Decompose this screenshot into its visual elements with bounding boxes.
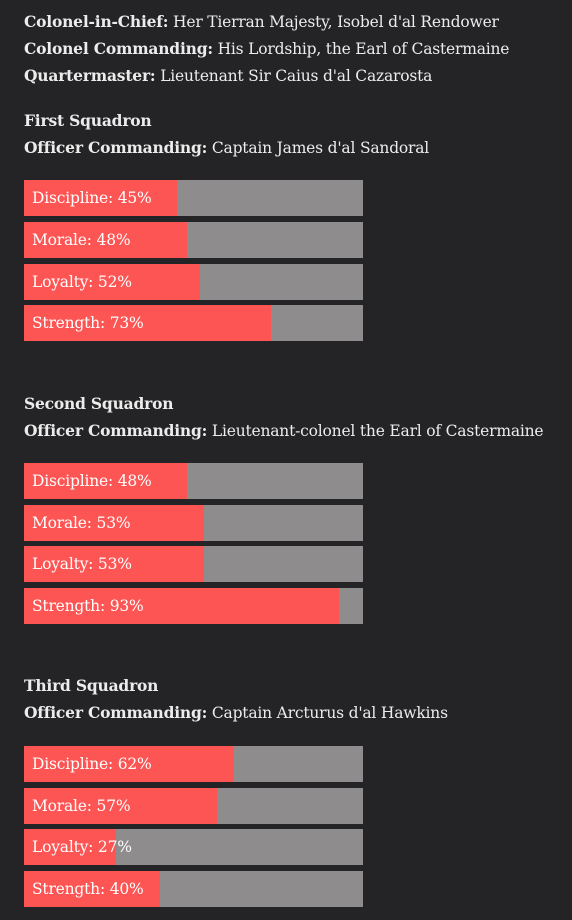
- officer-commanding-line: Officer Commanding: Captain Arcturus d'a…: [24, 703, 448, 723]
- strength-bar: Strength: 93%: [24, 588, 363, 624]
- quartermaster-value: Lieutenant Sir Caius d'al Cazarosta: [160, 67, 433, 85]
- loyalty-bar: Loyalty: 27%: [24, 829, 363, 865]
- colonel-in-chief-value: Her Tierran Majesty, Isobel d'al Rendowe…: [173, 13, 499, 31]
- loyalty-bar: Loyalty: 53%: [24, 546, 363, 582]
- quartermaster-label: Quartermaster:: [24, 66, 156, 85]
- officer-commanding-line: Officer Commanding: Lieutenant-colonel t…: [24, 421, 544, 441]
- loyalty-bar: Loyalty: 52%: [24, 264, 363, 300]
- officer-commanding-value: Captain James d'al Sandoral: [211, 139, 430, 157]
- morale-bar-fill: [24, 505, 204, 541]
- morale-bar-label: Morale: 57%: [32, 797, 131, 815]
- discipline-bar: Discipline: 62%: [24, 746, 363, 782]
- loyalty-bar-fill: [24, 264, 201, 300]
- strength-bar-fill: [24, 305, 272, 341]
- morale-bar: Morale: 48%: [24, 222, 363, 258]
- strength-bar-label: Strength: 40%: [32, 880, 144, 898]
- strength-bar: Strength: 73%: [24, 305, 363, 341]
- loyalty-bar-label: Loyalty: 53%: [32, 555, 132, 573]
- strength-bar-label: Strength: 73%: [32, 314, 144, 332]
- loyalty-bar-label: Loyalty: 27%: [32, 838, 132, 856]
- officer-commanding-line: Officer Commanding: Captain James d'al S…: [24, 138, 429, 158]
- morale-bar: Morale: 57%: [24, 788, 363, 824]
- discipline-bar-label: Discipline: 62%: [32, 755, 152, 773]
- colonel-commanding-value: His Lordship, the Earl of Castermaine: [217, 40, 510, 58]
- strength-bar-fill: [24, 871, 160, 907]
- officer-commanding-value: Lieutenant-colonel the Earl of Castermai…: [211, 422, 544, 440]
- colonel-in-chief-line: Colonel-in-Chief: Her Tierran Majesty, I…: [24, 12, 499, 32]
- squadron-title: First Squadron: [24, 111, 152, 130]
- morale-bar: Morale: 53%: [24, 505, 363, 541]
- loyalty-bar-label: Loyalty: 52%: [32, 273, 132, 291]
- colonel-commanding-line: Colonel Commanding: His Lordship, the Ea…: [24, 39, 509, 59]
- discipline-bar: Discipline: 45%: [24, 180, 363, 216]
- discipline-bar-fill: [24, 463, 187, 499]
- discipline-bar: Discipline: 48%: [24, 463, 363, 499]
- officer-commanding-value: Captain Arcturus d'al Hawkins: [211, 704, 448, 722]
- loyalty-bar-fill: [24, 829, 116, 865]
- morale-bar-label: Morale: 53%: [32, 514, 131, 532]
- morale-bar-fill: [24, 788, 218, 824]
- squadron-title: Second Squadron: [24, 394, 174, 413]
- quartermaster-line: Quartermaster: Lieutenant Sir Caius d'al…: [24, 66, 432, 86]
- discipline-bar-fill: [24, 180, 177, 216]
- discipline-bar-label: Discipline: 45%: [32, 189, 152, 207]
- loyalty-bar-fill: [24, 546, 204, 582]
- squadron-title: Third Squadron: [24, 676, 159, 695]
- morale-bar-fill: [24, 222, 187, 258]
- morale-bar-label: Morale: 48%: [32, 231, 131, 249]
- strength-bar-label: Strength: 93%: [32, 597, 144, 615]
- discipline-bar-fill: [24, 746, 235, 782]
- strength-bar: Strength: 40%: [24, 871, 363, 907]
- strength-bar-fill: [24, 588, 340, 624]
- discipline-bar-label: Discipline: 48%: [32, 472, 152, 490]
- colonel-commanding-label: Colonel Commanding:: [24, 39, 213, 58]
- officer-commanding-label: Officer Commanding:: [24, 703, 208, 722]
- officer-commanding-label: Officer Commanding:: [24, 421, 208, 440]
- colonel-in-chief-label: Colonel-in-Chief:: [24, 12, 169, 31]
- officer-commanding-label: Officer Commanding:: [24, 138, 208, 157]
